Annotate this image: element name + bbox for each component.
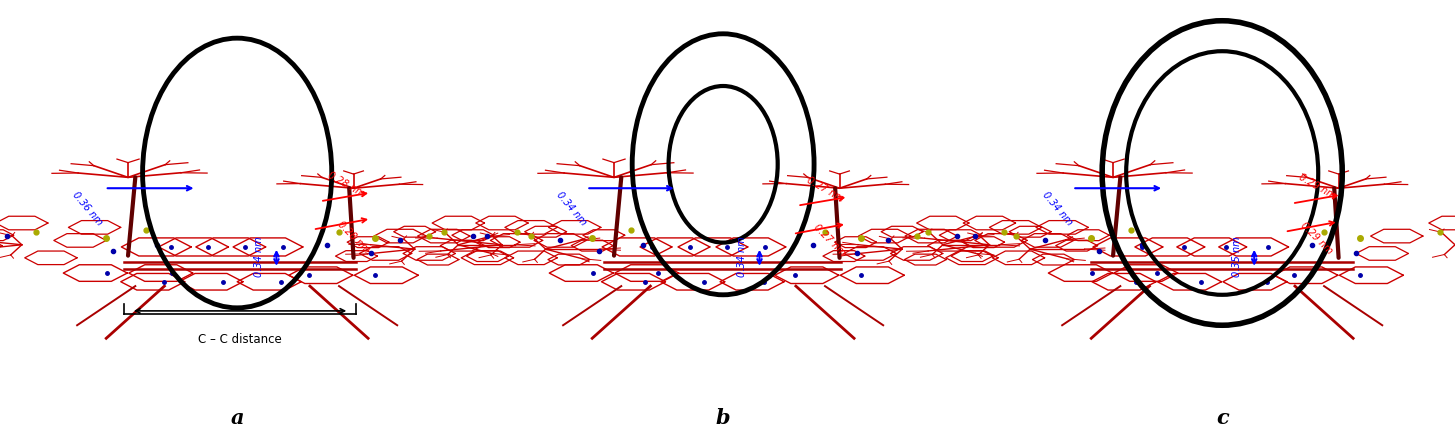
Text: 0.34 nm: 0.34 nm xyxy=(554,190,589,227)
Text: b: b xyxy=(716,407,730,427)
Text: 0.34 nm: 0.34 nm xyxy=(255,236,263,276)
Text: 0.34 nm: 0.34 nm xyxy=(738,236,746,276)
Text: 0.28 nm: 0.28 nm xyxy=(336,219,371,254)
Text: 0.29 nm: 0.29 nm xyxy=(1299,220,1334,256)
Text: 0.34 nm: 0.34 nm xyxy=(1040,190,1075,227)
Text: 0.35 nm: 0.35 nm xyxy=(1232,236,1241,276)
Text: 0.36 nm: 0.36 nm xyxy=(70,190,105,227)
Text: C – C distance: C – C distance xyxy=(198,332,282,345)
Text: c: c xyxy=(1216,407,1228,427)
Text: 0.28 nm: 0.28 nm xyxy=(326,170,367,199)
Text: 0.27 nm: 0.27 nm xyxy=(805,174,845,203)
Text: 0.29 nm: 0.29 nm xyxy=(1296,172,1337,201)
Text: 0.27 nm: 0.27 nm xyxy=(812,222,847,258)
Text: a: a xyxy=(230,407,244,427)
